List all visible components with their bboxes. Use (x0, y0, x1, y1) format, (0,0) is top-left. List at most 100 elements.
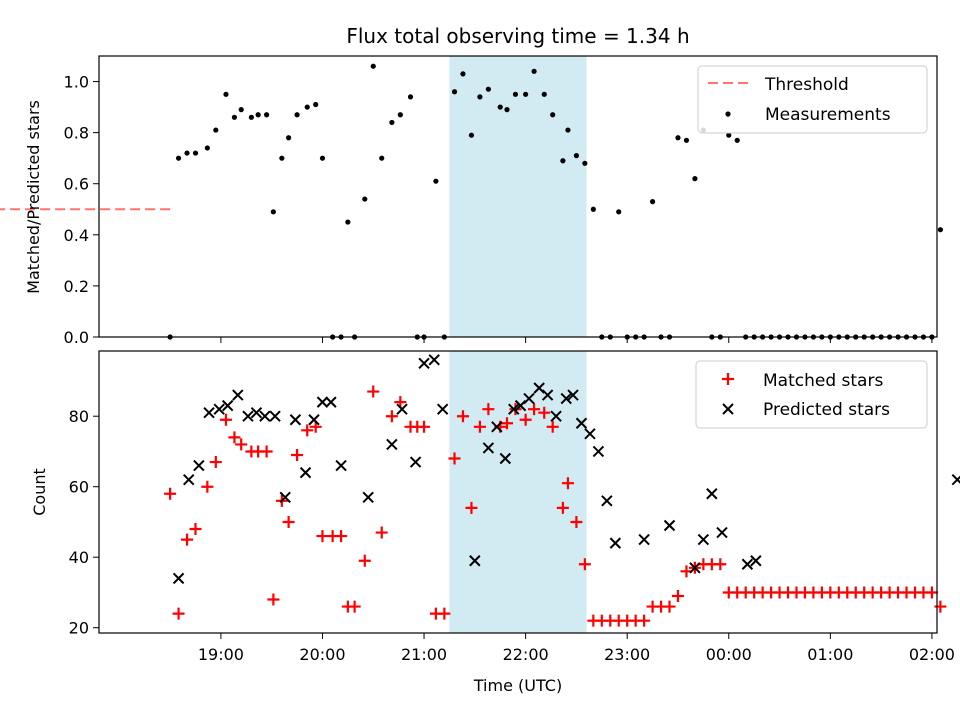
predicted-point (601, 495, 613, 507)
measurement-point (255, 112, 261, 118)
matched-point (201, 480, 214, 493)
matched-point (561, 477, 574, 490)
measurement-point (184, 150, 190, 156)
top-legend-box (697, 65, 928, 134)
bottom-panel: 20 40 60 80 19:00 20:00 21:00 22:00 23:00 00:00 0… (30, 350, 960, 695)
bottom-y-axis-label: Count (30, 468, 49, 516)
measurement-point (675, 135, 681, 141)
bottom-y-tick-label: 40 (69, 548, 89, 567)
top-y-tick-label: 0.8 (64, 124, 89, 143)
measurement-point (573, 153, 580, 159)
top-y-tick-label: 0.4 (64, 226, 89, 245)
top-y-tick-label: 0.0 (64, 328, 89, 347)
measurement-point (497, 104, 503, 110)
bottom-legend: Matched stars Predicted stars (695, 360, 928, 429)
measurement-point (468, 132, 475, 138)
predicted-point (221, 399, 234, 412)
measurement-point (379, 155, 385, 161)
matched-point (578, 558, 591, 571)
predicted-point (663, 519, 676, 532)
x-tick-label: 02:00 (909, 645, 955, 664)
predicted-point (428, 354, 440, 366)
legend-matched-swatch (722, 373, 734, 385)
measurement-point (512, 91, 519, 97)
legend-measurements-label: Measurements (765, 105, 891, 125)
matched-point (465, 501, 478, 514)
predicted-point (750, 555, 762, 567)
matched-point (316, 530, 329, 543)
top-plot-frame (98, 55, 938, 338)
matched-point (375, 526, 388, 539)
predicted-point (269, 410, 281, 422)
matched-point (164, 487, 177, 500)
predicted-point (482, 442, 495, 454)
predicted-point (541, 389, 554, 401)
matched-point (570, 515, 583, 528)
matched-point (219, 413, 232, 426)
matched-point (335, 530, 348, 543)
predicted-point (203, 406, 215, 419)
measurement-point (175, 155, 182, 161)
matched-point (385, 410, 398, 423)
matched-point (714, 558, 727, 571)
predicted-point (592, 445, 605, 458)
predicted-point (213, 403, 225, 415)
legend-threshold-label: Threshold (764, 75, 849, 95)
x-axis-label: Time (UTC) (473, 676, 562, 695)
predicted-point (386, 438, 398, 451)
top-y-tick-label: 0.6 (64, 175, 89, 194)
measurement-point (531, 68, 537, 74)
measurement-point (460, 71, 466, 77)
measurement-point (192, 150, 199, 156)
x-tick-label: 20:00 (299, 645, 345, 664)
matched-point (448, 452, 461, 465)
matched-point (181, 533, 194, 546)
measurement-point (523, 91, 529, 97)
predicted-point (697, 533, 710, 546)
matched-point (209, 456, 222, 469)
top-panel: 0.0 0.2 0.4 0.6 0.8 1.0 Matched/Predicted sta… (0, 55, 943, 347)
predicted-point (242, 410, 254, 422)
x-tick-label: 22:00 (503, 645, 549, 664)
matched-point (556, 501, 569, 514)
matched-point (367, 385, 380, 398)
predicted-point (259, 410, 271, 422)
predicted-point (325, 396, 337, 408)
predicted-point (469, 555, 481, 567)
predicted-point (279, 491, 291, 503)
measurement-point (692, 176, 698, 182)
measurement-point (270, 209, 276, 215)
measurement-point (248, 114, 254, 120)
predicted-point (172, 572, 185, 585)
x-tick-label: 00:00 (706, 645, 752, 664)
x-tick-label: 01:00 (807, 645, 853, 664)
measurement-point (726, 132, 732, 138)
measurement-point (286, 135, 292, 141)
measurement-point (294, 112, 300, 118)
measurement-point (213, 127, 219, 133)
predicted-point (193, 459, 205, 472)
predicted-point (567, 389, 579, 401)
matched-point (418, 420, 431, 433)
measurement-point (734, 137, 740, 143)
matched-point (482, 403, 495, 416)
measurement-point (279, 155, 285, 161)
bottom-legend-box (695, 360, 928, 429)
predicted-point (533, 382, 545, 394)
matched-point (509, 403, 522, 416)
matched-point (267, 593, 280, 606)
predicted-point (183, 473, 195, 486)
top-highlight-span (449, 56, 587, 337)
matched-point (671, 589, 684, 602)
measurement-point (238, 107, 244, 113)
matched-point (456, 410, 469, 423)
predicted-point (584, 428, 596, 440)
predicted-point (514, 399, 527, 412)
predicted-point (560, 392, 572, 405)
top-legend: Threshold Measurements (697, 65, 928, 134)
measurement-point (319, 155, 326, 161)
matched-point (925, 586, 938, 599)
matched-point (528, 403, 541, 416)
matched-point (228, 431, 241, 444)
